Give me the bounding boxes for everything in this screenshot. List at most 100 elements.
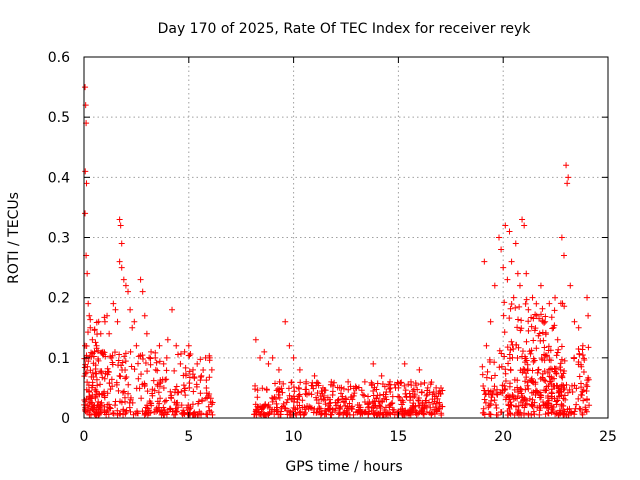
data-point [340, 385, 347, 392]
data-point [506, 393, 513, 400]
data-point [157, 395, 164, 402]
data-point [84, 270, 91, 277]
data-point [508, 258, 515, 265]
data-point [546, 300, 553, 307]
data-point [518, 386, 525, 393]
data-point [156, 342, 163, 349]
data-point [524, 361, 531, 368]
data-point [537, 282, 544, 289]
data-point [558, 402, 565, 409]
data-point [328, 378, 335, 385]
data-point [125, 390, 132, 397]
data-point [252, 336, 259, 343]
data-point [486, 402, 493, 409]
data-point [322, 401, 329, 408]
data-point [556, 388, 563, 395]
data-point [93, 376, 100, 383]
data-point [483, 342, 490, 349]
data-point [262, 401, 269, 408]
data-point [580, 387, 587, 394]
data-point [584, 383, 591, 390]
data-point [87, 324, 94, 331]
data-point [508, 300, 515, 307]
data-point [123, 407, 130, 414]
data-point [197, 356, 204, 363]
data-point [282, 318, 289, 325]
data-point [133, 342, 140, 349]
data-point [412, 380, 419, 387]
data-point [308, 391, 315, 398]
data-point [320, 392, 327, 399]
data-point [313, 397, 320, 404]
data-point [517, 385, 524, 392]
data-point [399, 411, 406, 418]
data-point [506, 315, 513, 322]
data-point [195, 411, 202, 418]
data-point [299, 397, 306, 404]
data-point [89, 336, 96, 343]
data-point [479, 363, 486, 370]
data-point [273, 400, 280, 407]
data-point [545, 343, 552, 350]
data-point [543, 352, 550, 359]
data-point [510, 345, 517, 352]
data-point [269, 354, 276, 361]
data-point [296, 385, 303, 392]
data-point [275, 391, 282, 398]
data-point [579, 388, 586, 395]
data-point [551, 307, 558, 314]
data-point [116, 216, 123, 223]
data-point [122, 358, 129, 365]
data-point [421, 379, 428, 386]
data-point [186, 384, 193, 391]
data-point [276, 394, 283, 401]
data-point [131, 366, 138, 373]
data-point [342, 395, 349, 402]
data-point [554, 397, 561, 404]
data-point [582, 406, 589, 413]
grid [84, 57, 608, 418]
data-point [209, 411, 216, 418]
data-point [585, 312, 592, 319]
data-point [302, 409, 309, 416]
data-point [114, 318, 121, 325]
data-point [558, 356, 565, 363]
data-point [571, 354, 578, 361]
data-point [519, 402, 526, 409]
data-point [258, 406, 265, 413]
data-point [423, 397, 430, 404]
data-point [122, 375, 129, 382]
data-point [329, 391, 336, 398]
data-point [424, 387, 431, 394]
data-point [567, 408, 574, 415]
data-point [366, 399, 373, 406]
data-point [156, 358, 163, 365]
data-point [284, 396, 291, 403]
data-point [528, 401, 535, 408]
data-point [500, 312, 507, 319]
data-point [314, 389, 321, 396]
data-point [409, 403, 416, 410]
data-point [338, 390, 345, 397]
data-point [347, 394, 354, 401]
data-point [105, 369, 112, 376]
data-point [144, 368, 151, 375]
data-point [560, 370, 567, 377]
data-point [164, 336, 171, 343]
data-point [540, 399, 547, 406]
data-point [548, 314, 555, 321]
data-point [118, 362, 125, 369]
data-point [514, 354, 521, 361]
data-point [353, 384, 360, 391]
data-point [553, 352, 560, 359]
data-point [525, 318, 532, 325]
data-point [144, 388, 151, 395]
data-point [416, 366, 423, 373]
data-point [198, 372, 205, 379]
data-point [533, 300, 540, 307]
data-point [539, 305, 546, 312]
data-point [498, 246, 505, 253]
data-point [332, 407, 339, 414]
data-point [295, 392, 302, 399]
data-point [483, 390, 490, 397]
